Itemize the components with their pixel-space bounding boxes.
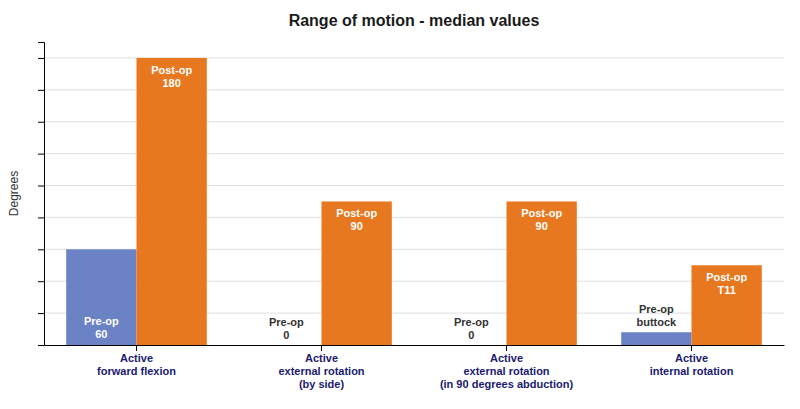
- y-tick-mark: [38, 249, 44, 250]
- y-axis-line: [38, 43, 45, 346]
- chart-svg: Activeforward flexion Activeexternal rota…: [0, 0, 800, 409]
- y-tick: [38, 217, 44, 218]
- data-labels: Pre-op60 Pre-op0 Pre-op0 Pre-opbuttock Post-…: [84, 64, 747, 341]
- x-tick-mark: [321, 345, 322, 351]
- y-tick-mark: [38, 186, 44, 187]
- x-tick-mark: [506, 345, 507, 351]
- x-tick-label: Activeexternal rotation(in 90 degrees ab…: [440, 352, 574, 390]
- y-tick-mark: [38, 90, 44, 91]
- y-tick: [38, 281, 44, 282]
- bars: [66, 58, 762, 345]
- y-tick-mark: [38, 281, 44, 282]
- y-tick-mark: [38, 154, 44, 155]
- bar: [692, 265, 762, 345]
- data-label: Pre-op0: [269, 316, 304, 341]
- x-tick-label: Activeinternal rotation: [650, 352, 734, 377]
- y-tick: [38, 186, 44, 187]
- y-tick: [38, 154, 44, 155]
- bar: [251, 345, 321, 346]
- bar: [322, 201, 392, 345]
- y-tick: [38, 90, 44, 91]
- data-label: Post-op180: [151, 64, 192, 89]
- x-tick-label: Activeforward flexion: [97, 352, 176, 377]
- x-tick-mark: [136, 345, 137, 351]
- y-axis: [38, 43, 45, 346]
- data-label: Pre-op60: [84, 315, 119, 340]
- data-label: Pre-opbuttock: [636, 303, 677, 328]
- x-axis-line: [45, 345, 785, 346]
- y-tick: [38, 313, 44, 314]
- plot-area: Activeforward flexion Activeexternal rota…: [38, 43, 785, 391]
- x-tick: Activeforward flexion: [97, 345, 176, 377]
- y-tick-mark: [38, 313, 44, 314]
- y-tick-mark: [38, 58, 44, 59]
- chart-title: Range of motion - median values: [289, 12, 540, 29]
- y-tick: [38, 249, 44, 250]
- bar: [621, 332, 691, 345]
- y-tick-mark: [38, 122, 44, 123]
- y-axis-title: Degrees: [7, 171, 21, 216]
- x-axis: Activeforward flexion Activeexternal rota…: [45, 345, 785, 390]
- data-label: Post-opT11: [706, 271, 747, 296]
- x-tick-mark: [691, 345, 692, 351]
- data-label: Post-op90: [521, 207, 562, 232]
- y-tick: [38, 122, 44, 123]
- x-tick: Activeinternal rotation: [650, 345, 734, 377]
- y-tick: [38, 58, 44, 59]
- bar: [66, 249, 136, 345]
- data-label: Post-op90: [336, 207, 377, 232]
- data-label: Pre-op0: [454, 316, 489, 341]
- bar: [137, 58, 207, 345]
- bar: [436, 345, 506, 346]
- x-tick-label: Activeexternal rotation(by side): [278, 352, 364, 390]
- chart-container: Activeforward flexion Activeexternal rota…: [0, 0, 800, 409]
- x-tick: Activeexternal rotation(by side): [278, 345, 364, 390]
- bar: [507, 201, 577, 345]
- x-tick: Activeexternal rotation(in 90 degrees ab…: [440, 345, 574, 390]
- y-tick-mark: [38, 217, 44, 218]
